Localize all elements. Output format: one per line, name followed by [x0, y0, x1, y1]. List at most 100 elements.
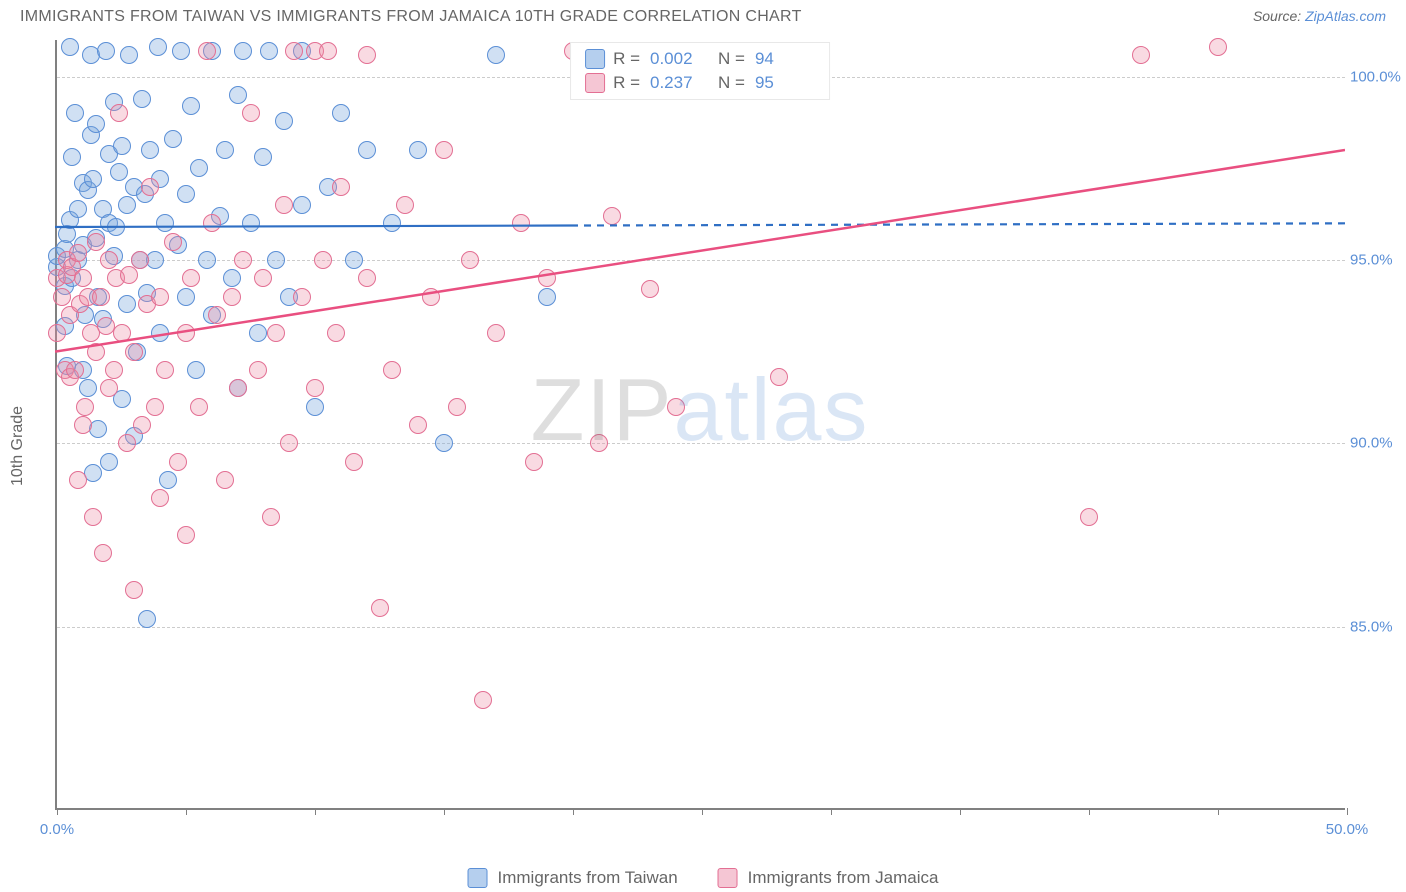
data-point: [358, 269, 376, 287]
data-point: [229, 379, 247, 397]
gridline-h: [57, 443, 1345, 444]
data-point: [1209, 38, 1227, 56]
data-point: [100, 251, 118, 269]
data-point: [512, 214, 530, 232]
x-tick: [960, 808, 961, 815]
data-point: [383, 214, 401, 232]
data-point: [422, 288, 440, 306]
x-tick: [702, 808, 703, 815]
data-point: [151, 288, 169, 306]
data-point: [487, 324, 505, 342]
data-point: [151, 324, 169, 342]
correlation-legend: R =0.002N =94R =0.237N =95: [570, 42, 830, 100]
data-point: [97, 42, 115, 60]
data-point: [113, 137, 131, 155]
data-point: [53, 288, 71, 306]
x-tick-label: 50.0%: [1326, 821, 1369, 838]
data-point: [234, 251, 252, 269]
legend-swatch: [468, 868, 488, 888]
data-point: [306, 398, 324, 416]
data-point: [396, 196, 414, 214]
data-point: [190, 159, 208, 177]
data-point: [133, 416, 151, 434]
data-point: [314, 251, 332, 269]
y-tick-label: 100.0%: [1350, 68, 1405, 85]
source-credit: Source: ZipAtlas.com: [1253, 8, 1386, 24]
data-point: [87, 343, 105, 361]
data-point: [156, 361, 174, 379]
data-point: [169, 453, 187, 471]
data-point: [223, 288, 241, 306]
series-name: Immigrants from Jamaica: [748, 868, 939, 888]
legend-n-value: 95: [755, 73, 805, 93]
data-point: [327, 324, 345, 342]
data-point: [146, 251, 164, 269]
data-point: [105, 361, 123, 379]
data-point: [164, 233, 182, 251]
data-point: [332, 178, 350, 196]
data-point: [177, 324, 195, 342]
data-point: [118, 434, 136, 452]
y-tick-label: 85.0%: [1350, 618, 1405, 635]
data-point: [113, 324, 131, 342]
data-point: [1132, 46, 1150, 64]
data-point: [525, 453, 543, 471]
x-tick: [444, 808, 445, 815]
data-point: [66, 361, 84, 379]
x-tick: [1089, 808, 1090, 815]
x-tick: [1218, 808, 1219, 815]
data-point: [293, 288, 311, 306]
data-point: [79, 379, 97, 397]
data-point: [280, 434, 298, 452]
data-point: [125, 581, 143, 599]
data-point: [190, 398, 208, 416]
data-point: [267, 324, 285, 342]
data-point: [223, 269, 241, 287]
series-legend-item: Immigrants from Taiwan: [468, 868, 678, 888]
data-point: [94, 544, 112, 562]
data-point: [538, 269, 556, 287]
data-point: [63, 148, 81, 166]
data-point: [254, 148, 272, 166]
data-point: [198, 42, 216, 60]
data-point: [84, 464, 102, 482]
source-prefix: Source:: [1253, 8, 1305, 24]
data-point: [133, 90, 151, 108]
data-point: [76, 398, 94, 416]
source-link[interactable]: ZipAtlas.com: [1305, 8, 1386, 24]
data-point: [100, 453, 118, 471]
legend-row: R =0.002N =94: [571, 47, 829, 71]
legend-swatch: [585, 73, 605, 93]
data-point: [177, 526, 195, 544]
data-point: [159, 471, 177, 489]
data-point: [371, 599, 389, 617]
data-point: [474, 691, 492, 709]
data-point: [131, 251, 149, 269]
data-point: [120, 46, 138, 64]
data-point: [285, 42, 303, 60]
data-point: [358, 46, 376, 64]
data-point: [234, 42, 252, 60]
data-point: [538, 288, 556, 306]
data-point: [89, 420, 107, 438]
data-point: [249, 324, 267, 342]
data-point: [383, 361, 401, 379]
data-point: [146, 398, 164, 416]
data-point: [267, 251, 285, 269]
data-point: [203, 214, 221, 232]
data-point: [208, 306, 226, 324]
data-point: [254, 269, 272, 287]
data-point: [48, 324, 66, 342]
data-point: [66, 104, 84, 122]
legend-n-label: N =: [718, 49, 745, 69]
x-tick: [57, 808, 58, 815]
legend-r-label: R =: [613, 73, 640, 93]
series-legend: Immigrants from Taiwan Immigrants from Ja…: [468, 868, 939, 888]
data-point: [216, 471, 234, 489]
data-point: [138, 610, 156, 628]
data-point: [242, 104, 260, 122]
data-point: [177, 288, 195, 306]
legend-r-value: 0.237: [650, 73, 700, 93]
data-point: [275, 112, 293, 130]
legend-n-value: 94: [755, 49, 805, 69]
